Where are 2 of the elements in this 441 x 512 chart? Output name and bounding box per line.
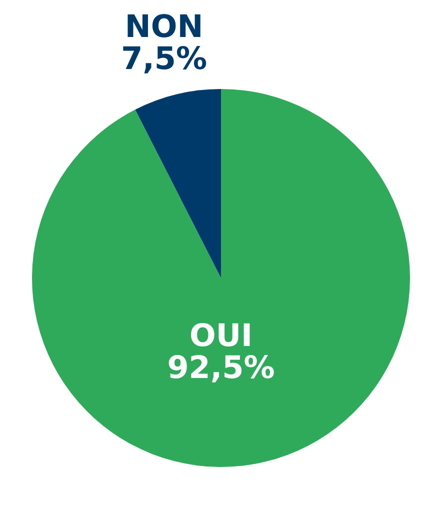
pie-slice — [135, 89, 221, 278]
pie-slice — [32, 89, 410, 467]
